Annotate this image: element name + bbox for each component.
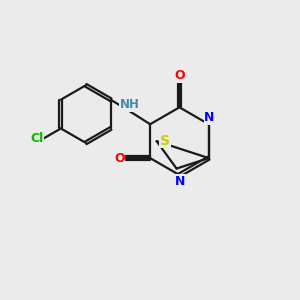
Text: O: O xyxy=(174,69,185,82)
Text: N: N xyxy=(204,111,214,124)
Text: N: N xyxy=(175,175,185,188)
Text: NH: NH xyxy=(120,98,140,111)
Text: Cl: Cl xyxy=(30,132,44,145)
Text: O: O xyxy=(114,152,124,165)
Text: S: S xyxy=(160,134,170,148)
